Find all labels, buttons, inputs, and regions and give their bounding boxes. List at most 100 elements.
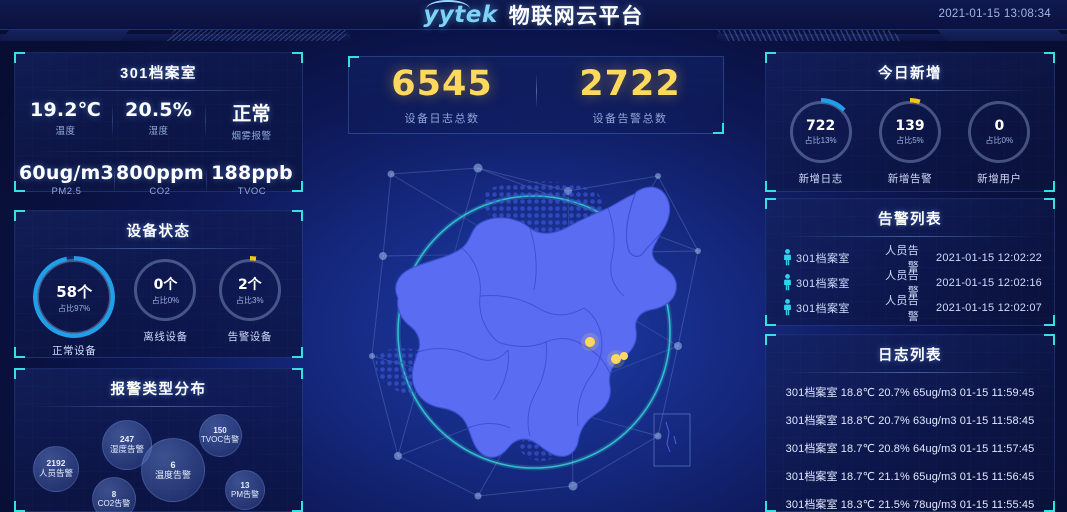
stat-total-alarms: 2722 设备告警总数 (536, 56, 724, 126)
bubble-chart[interactable]: 2192 人员告警 247 湿度告警 150 TVOC告警 6 温度告警 8 CO2告警 13 PM告… (15, 407, 302, 512)
gauge-label: 正常设备 (51, 345, 97, 357)
map-markers (581, 333, 628, 368)
log-row[interactable]: 301档案室 18.3℃ 21.5% 78ug/m3 01-15 11:55:4… (785, 499, 1035, 511)
gauge-label: 新增用户 (977, 173, 1022, 185)
log-list-title: 日志列表 (878, 348, 942, 364)
alarm-time: 2021-01-15 12:02:16 (936, 276, 1042, 289)
room-sensor-panel: 301档案室 19.2℃ 温度 20.5% 湿度 正常 烟雾报警 60u (14, 52, 303, 197)
gauge-label: 告警设备 (227, 331, 273, 343)
gauge-percent: 占比0% (151, 296, 180, 305)
bubble-5[interactable]: 8 CO2告警 (92, 477, 136, 512)
person-icon (778, 299, 796, 316)
header-brand: yytek 物联网云平台 (0, 0, 1067, 30)
alarm-list-title: 告警列表 (878, 212, 942, 228)
bubble-label: 湿度告警 (109, 444, 144, 454)
bubble-1[interactable]: 2192 人员告警 (33, 446, 79, 492)
metric-tvoc: 188ppb TVOC (205, 162, 298, 197)
log-row[interactable]: 301档案室 18.8℃ 20.7% 65ug/m3 01-15 11:59:4… (785, 387, 1035, 399)
metric-label: PM2.5 (51, 186, 82, 197)
sensor-row: 19.2℃ 温度 20.5% 湿度 正常 烟雾报警 (19, 99, 298, 142)
logo-yytek[interactable]: yytek (423, 0, 497, 28)
gauge-percent: 占比5% (896, 136, 924, 145)
log-list-panel: 日志列表 301档案室 18.8℃ 20.7% 65ug/m3 01-15 11… (765, 334, 1055, 512)
page-title: 物联网云平台 (508, 5, 644, 28)
donut-gauge: 2个 占比3% (215, 256, 284, 324)
person-icon (778, 249, 796, 266)
stat-total-logs: 6545 设备日志总数 (348, 56, 536, 126)
alarm-row[interactable]: 301档案室 人员告警 2021-01-15 12:02:16 (778, 270, 1042, 298)
stat-value: 6545 (391, 64, 493, 104)
metric-value: 19.2℃ (30, 99, 101, 121)
bubble-value: 13 (240, 480, 250, 490)
alarm-row[interactable]: 301档案室 人员告警 2021-01-15 12:02:07 (778, 295, 1042, 323)
person-icon (778, 274, 796, 291)
alarm-type: 人员告警 (885, 244, 919, 273)
log-row[interactable]: 301档案室 18.7℃ 20.8% 64ug/m3 01-15 11:57:4… (785, 443, 1035, 455)
bubble-label: PM告警 (231, 490, 259, 499)
metric-value: 188ppb (211, 162, 293, 184)
bubble-6[interactable]: 13 PM告警 (225, 470, 265, 510)
gauge-percent: 占比3% (236, 296, 264, 305)
bubble-value: 8 (111, 489, 117, 499)
bubble-value: 247 (119, 434, 135, 445)
gauge-percent: 占比0% (985, 136, 1014, 145)
gauge-percent: 占比97% (58, 303, 91, 313)
alarm-list: 301档案室 人员告警 2021-01-15 12:02:22 301档案室 人员告警 2… (766, 237, 1054, 323)
bubble-label: 温度告警 (154, 470, 191, 480)
alarm-room: 301档案室 (796, 252, 850, 265)
metric-label: 烟雾报警 (231, 131, 272, 142)
bubble-value: 150 (213, 425, 227, 435)
metric-label: 温度 (55, 126, 76, 137)
china-landmass (395, 186, 677, 458)
gauge-value: 0个 (153, 277, 178, 293)
alarm-room: 301档案室 (796, 302, 850, 315)
log-row[interactable]: 301档案室 18.8℃ 20.7% 63ug/m3 01-15 11:58:4… (785, 415, 1035, 427)
device-status-normal[interactable]: 58个 占比97% 正常设备 (33, 256, 116, 358)
device-status-panel: 设备状态 58个 占比97% 正常设备 0个 占比0% 离线设备 (14, 210, 303, 358)
metric-smoke-alarm: 正常 烟雾报警 (205, 99, 298, 142)
sensor-row: 60ug/m3 PM2.5 800ppm CO2 188ppb TVOC (19, 151, 298, 197)
province-borders (417, 207, 625, 437)
today-new-users[interactable]: 0 占比0% 新增用户 (968, 101, 1031, 186)
corner-bracket-icon (713, 123, 724, 134)
alarm-list-panel: 告警列表 301档案室 人员告警 2021-01-15 12:02:22 301档案室… (765, 198, 1055, 326)
donut-gauge: 722 占比13% (786, 98, 855, 166)
log-list: 301档案室 18.8℃ 20.7% 65ug/m3 01-15 11:59:4… (766, 373, 1054, 512)
map-marker (620, 352, 628, 360)
today-new-title: 今日新增 (878, 66, 942, 82)
gauge-percent: 占比13% (804, 136, 837, 145)
device-status-offline[interactable]: 0个 占比0% 离线设备 (134, 259, 197, 358)
header-datetime: 2021-01-15 13:08:34 (938, 8, 1051, 20)
alarm-row[interactable]: 301档案室 人员告警 2021-01-15 12:02:22 (778, 245, 1042, 273)
device-status-alarm[interactable]: 2个 占比3% 告警设备 (215, 256, 284, 358)
donut-gauge: 58个 占比97% (33, 256, 116, 338)
china-map-globe[interactable] (358, 156, 714, 508)
today-new-alarms[interactable]: 139 占比5% 新增告警 (875, 98, 944, 186)
today-new-logs[interactable]: 722 占比13% 新增日志 (786, 98, 855, 186)
stats-frame (348, 56, 724, 134)
south-sea-inset (653, 413, 691, 467)
gauge-label: 新增告警 (887, 173, 933, 185)
gauge-label: 新增日志 (798, 173, 843, 185)
alarm-type-title: 报警类型分布 (110, 382, 207, 398)
gauge-value: 0 (994, 118, 1005, 134)
app-header (0, 0, 1067, 30)
header-decoration (0, 30, 1067, 43)
today-new-panel: 今日新增 722 占比13% 新增日志 139 占比5% 新增告警 (765, 52, 1055, 192)
metric-label: TVOC (237, 186, 267, 197)
room-panel-title: 301档案室 (120, 66, 197, 82)
stat-value: 2722 (579, 64, 681, 104)
device-status-title: 设备状态 (126, 224, 191, 240)
bubble-4[interactable]: 6 温度告警 (141, 438, 205, 502)
log-row[interactable]: 301档案室 18.7℃ 21.1% 65ug/m3 01-15 11:56:4… (785, 471, 1035, 483)
metric-humidity: 20.5% 湿度 (112, 99, 205, 142)
bubble-3[interactable]: 150 TVOC告警 (198, 413, 242, 457)
donut-gauge: 139 占比5% (875, 98, 944, 166)
metric-temperature: 19.2℃ 温度 (19, 99, 112, 142)
metric-label: 湿度 (148, 126, 169, 137)
bubble-label: 人员告警 (38, 468, 73, 478)
bubble-value: 6 (170, 459, 176, 470)
stat-label: 设备告警总数 (592, 113, 668, 125)
bubble-value: 2192 (46, 458, 66, 469)
bubble-label: CO2告警 (97, 499, 131, 508)
